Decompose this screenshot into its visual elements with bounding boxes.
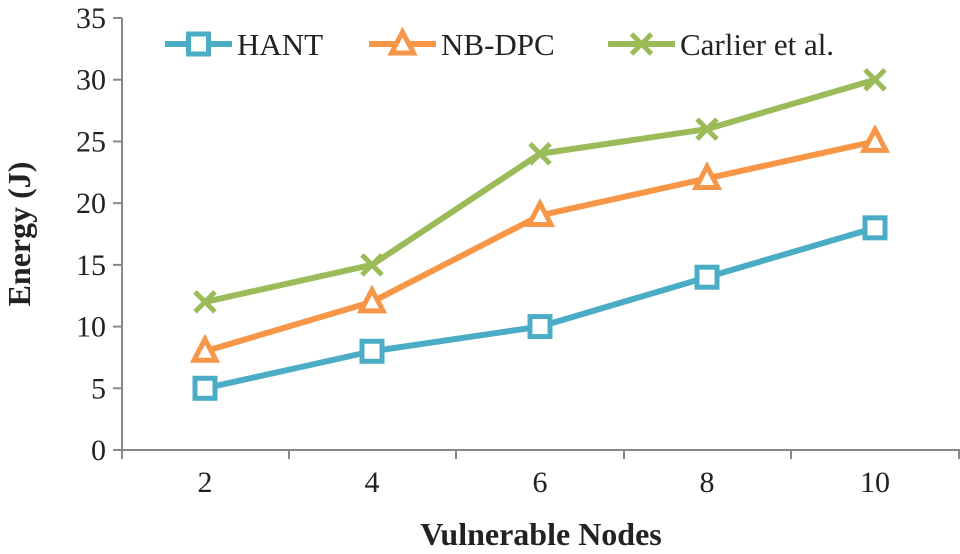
triangle-marker [859, 124, 891, 153]
y-tick-label: 35 [76, 2, 106, 35]
square-marker [186, 31, 211, 57]
y-axis-ticks: 0 5 10 15 20 25 30 35 [76, 2, 122, 467]
x-marker [360, 253, 384, 277]
square-marker [192, 375, 218, 401]
x-tick-label: 8 [700, 466, 715, 499]
y-tick-label: 25 [76, 125, 106, 158]
legend-label: NB-DPC [441, 27, 555, 62]
y-tick-label: 30 [76, 64, 106, 97]
series-hant [192, 215, 888, 401]
series-line-carlier-et-al [204, 76, 876, 305]
series-carlier-et-al [193, 67, 887, 314]
x-tick-label: 6 [533, 466, 548, 499]
square-marker [694, 264, 720, 290]
legend-label: Carlier et al. [680, 27, 834, 62]
series-line-hant [204, 224, 876, 392]
series-nb-dpc [189, 124, 891, 363]
y-tick-label: 0 [91, 434, 106, 467]
x-marker [629, 32, 654, 56]
series-layer [189, 67, 891, 401]
legend-item-carlier-et-al: Carlier et al. [608, 27, 834, 62]
x-marker [863, 67, 887, 92]
y-tick-label: 15 [76, 249, 106, 282]
legend-item-hant: HANT [165, 27, 323, 62]
y-tick-label: 5 [91, 372, 106, 405]
legend-item-nb-dpc: NB-DPC [369, 26, 555, 62]
x-tick-label: 10 [860, 466, 890, 499]
triangle-marker [524, 198, 556, 227]
triangle-marker [189, 333, 221, 363]
plot-area: 0 5 10 15 20 25 30 35 2 4 6 8 10 [76, 2, 960, 499]
x-marker [528, 142, 552, 166]
x-tick-label: 4 [365, 466, 380, 499]
x-axis-title: Vulnerable Nodes [420, 516, 662, 552]
y-tick-label: 10 [76, 311, 106, 344]
legend-label: HANT [237, 27, 323, 62]
triangle-marker [356, 284, 388, 314]
square-marker [359, 338, 385, 364]
x-marker [695, 117, 719, 141]
square-marker [862, 215, 888, 241]
y-axis-title: Energy (J) [1, 162, 37, 307]
triangle-marker [387, 26, 418, 56]
x-axis-ticks: 2 4 6 8 10 [121, 450, 960, 499]
legend: HANT NB-DPC Carlier et al. [165, 26, 834, 62]
square-marker [527, 314, 553, 340]
y-tick-label: 20 [76, 187, 106, 220]
x-marker [193, 290, 217, 314]
triangle-marker [691, 161, 723, 190]
x-tick-label: 2 [198, 466, 213, 499]
